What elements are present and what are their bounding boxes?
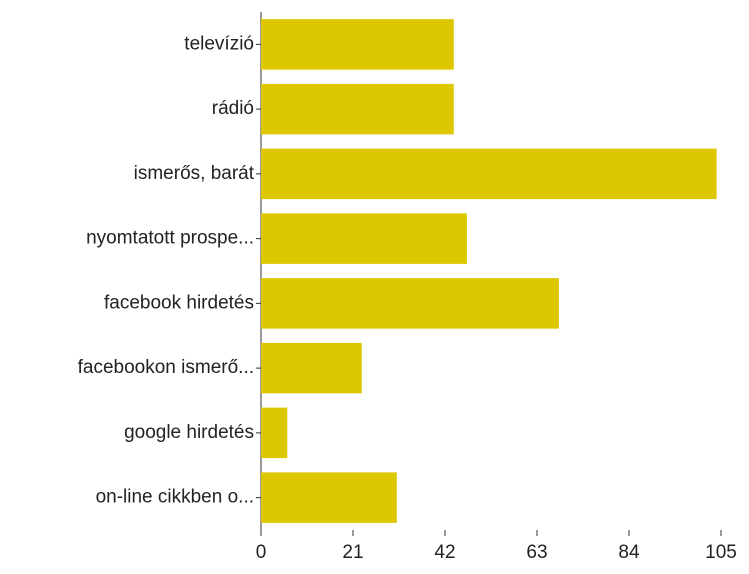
y-tick-label: ismerős, barát — [134, 163, 255, 184]
bar — [261, 213, 467, 264]
y-tick-label: on-line cikkben o... — [96, 487, 254, 508]
bar — [261, 407, 288, 459]
x-tick-label: 105 — [705, 542, 737, 563]
bar — [261, 83, 454, 135]
x-tick-label: 0 — [256, 542, 267, 563]
bar — [261, 472, 397, 523]
y-tick-label: google hirdetés — [124, 422, 254, 443]
bar — [261, 148, 717, 200]
y-tick-label: televízió — [184, 33, 254, 54]
x-tick-label: 84 — [618, 542, 640, 563]
bar — [261, 278, 559, 329]
bar — [261, 19, 454, 70]
bar — [261, 342, 362, 394]
y-tick-label: nyomtatott prospe... — [86, 228, 254, 249]
y-tick-label: facebook hirdetés — [104, 292, 254, 313]
x-tick-label: 42 — [434, 542, 455, 563]
x-tick-label: 21 — [342, 542, 363, 563]
y-tick-label: rádió — [212, 98, 254, 119]
x-tick-label: 63 — [526, 542, 547, 563]
y-tick-label: facebookon ismerő... — [78, 357, 254, 378]
